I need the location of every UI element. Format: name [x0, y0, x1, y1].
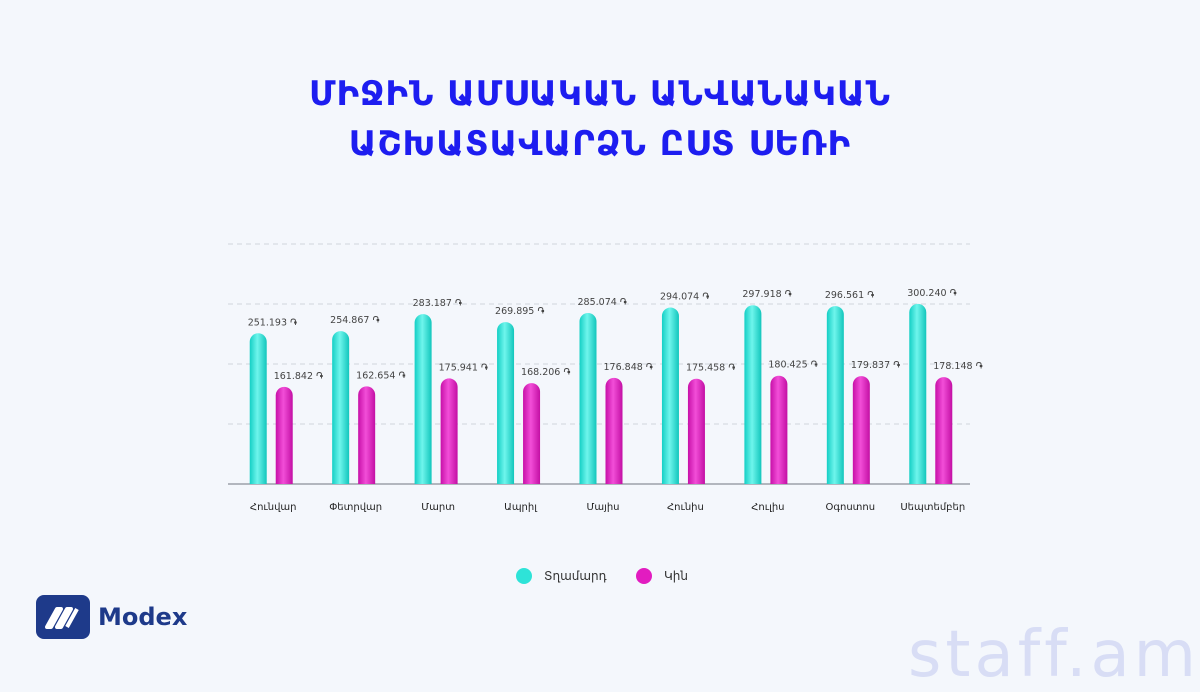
data-label-female: 168.206 ֏ [521, 367, 571, 378]
data-label-male: 300.240 ֏ [907, 288, 957, 299]
data-label-male: 297.918 ֏ [742, 289, 792, 300]
bar-female[interactable] [440, 378, 458, 484]
legend-item-female[interactable]: Կին [636, 568, 688, 584]
modex-logo-icon [36, 595, 90, 639]
bar-female[interactable] [605, 377, 623, 484]
x-tick-label: Ապրիլ [504, 502, 538, 513]
watermark-logo: staff.am [908, 618, 1200, 692]
data-label-male: 285.074 ֏ [578, 297, 628, 308]
data-label-female: 175.941 ֏ [439, 362, 489, 373]
data-label-male: 294.074 ֏ [660, 292, 710, 303]
x-tick-label: Մարտ [421, 502, 455, 513]
bar-female[interactable] [770, 375, 788, 484]
data-label-male: 251.193 ֏ [248, 317, 298, 328]
legend-swatch-male [516, 568, 532, 584]
x-tick-label: Սեպտեմբեր [900, 502, 965, 513]
x-tick-label: Օգոստոս [826, 502, 876, 513]
bar-male[interactable] [909, 303, 927, 484]
bar-male[interactable] [579, 312, 597, 484]
x-tick-label: Մայիս [586, 502, 619, 513]
bar-female[interactable] [358, 386, 376, 484]
bar-female[interactable] [687, 378, 705, 484]
bar-male[interactable] [249, 333, 267, 484]
data-label-male: 254.867 ֏ [330, 315, 380, 326]
data-label-female: 175.458 ֏ [686, 363, 736, 374]
legend-item-male[interactable]: Տղամարդ [516, 568, 607, 584]
legend-label-female: Կին [664, 569, 688, 583]
bar-male[interactable] [414, 314, 432, 484]
x-tick-label: Հունվար [250, 502, 297, 513]
bar-male[interactable] [661, 307, 679, 484]
bar-male[interactable] [332, 331, 350, 484]
logo-text: Modex [98, 603, 188, 631]
data-label-female: 162.654 ֏ [356, 370, 406, 381]
bar-male[interactable] [744, 305, 762, 484]
bar-female[interactable] [523, 383, 541, 484]
chart-title-line-1: ՄԻՋԻՆ ԱՄՍԱԿԱՆ ԱՆՎԱՆԱԿԱՆ [309, 74, 891, 114]
data-label-male: 283.187 ֏ [413, 298, 463, 309]
bar-male[interactable] [826, 306, 844, 484]
bar-female[interactable] [852, 376, 870, 484]
data-label-female: 161.842 ֏ [274, 371, 324, 382]
bar-chart: 251.193 ֏ 161.842 ֏ Հունվար 254.867 ֏ 162.65… [228, 243, 984, 513]
bar-female[interactable] [275, 386, 293, 484]
data-label-male: 296.561 ֏ [825, 290, 875, 301]
data-label-female: 176.848 ֏ [604, 362, 654, 373]
bar-female[interactable] [935, 377, 953, 484]
data-label-female: 179.837 ֏ [851, 360, 901, 371]
x-tick-label: Հունիս [667, 502, 704, 513]
legend-label-male: Տղամարդ [544, 569, 607, 583]
modex-logo: Modex [36, 595, 187, 639]
x-tick-label: Փետրվար [329, 502, 382, 513]
data-label-male: 269.895 ֏ [495, 306, 545, 317]
data-label-female: 178.148 ֏ [933, 361, 983, 372]
data-label-female: 180.425 ֏ [768, 360, 818, 371]
legend-swatch-female [636, 568, 652, 584]
x-tick-label: Հուլիս [751, 502, 784, 513]
bar-male[interactable] [497, 322, 515, 484]
chart-title-line-2: ԱՇԽԱՏԱՎԱՐՁՆ ԸՍՏ ՍԵՌԻ [348, 124, 852, 164]
